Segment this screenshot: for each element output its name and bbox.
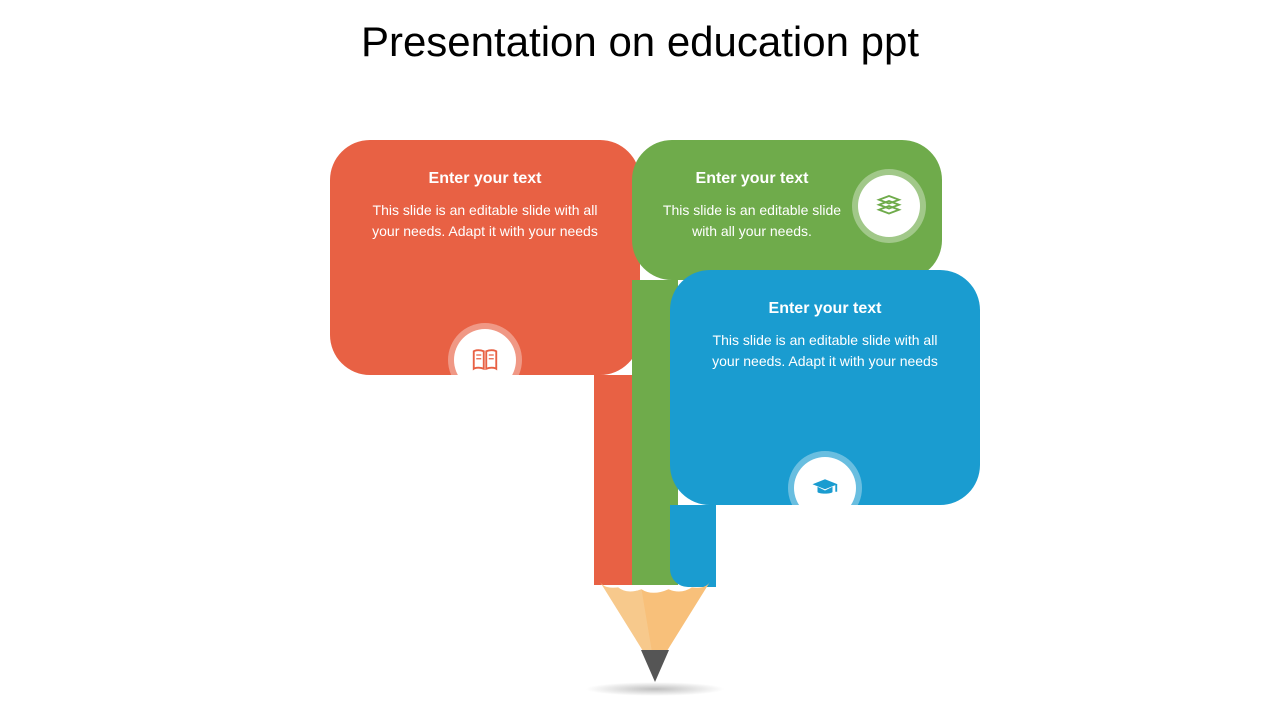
graduation-cap-icon: [810, 473, 840, 503]
card-green-body: This slide is an editable slide with all…: [662, 200, 842, 242]
card-blue-title: Enter your text: [700, 300, 950, 318]
books-stack-icon: [874, 191, 904, 221]
card-blue-icon-holder: [794, 457, 856, 519]
pencil-shadow: [585, 682, 725, 696]
icon-circle: [858, 175, 920, 237]
open-book-icon: [470, 345, 500, 375]
card-orange: Enter your text This slide is an editabl…: [330, 140, 640, 375]
card-orange-title: Enter your text: [360, 170, 610, 188]
card-orange-icon-holder: [454, 329, 516, 391]
page-title: Presentation on education ppt: [0, 18, 1280, 66]
card-orange-body: This slide is an editable slide with all…: [360, 200, 610, 242]
infographic-container: Enter your text This slide is an editabl…: [330, 140, 950, 700]
pencil-stem-blue: [670, 505, 716, 587]
pencil-lead: [641, 650, 669, 684]
card-green-icon-holder: [858, 175, 920, 237]
card-blue: Enter your text This slide is an editabl…: [670, 270, 980, 505]
card-green: Enter your text This slide is an editabl…: [632, 140, 942, 280]
icon-circle: [454, 329, 516, 391]
card-green-title: Enter your text: [662, 170, 842, 188]
card-blue-body: This slide is an editable slide with all…: [700, 330, 950, 372]
icon-circle: [794, 457, 856, 519]
